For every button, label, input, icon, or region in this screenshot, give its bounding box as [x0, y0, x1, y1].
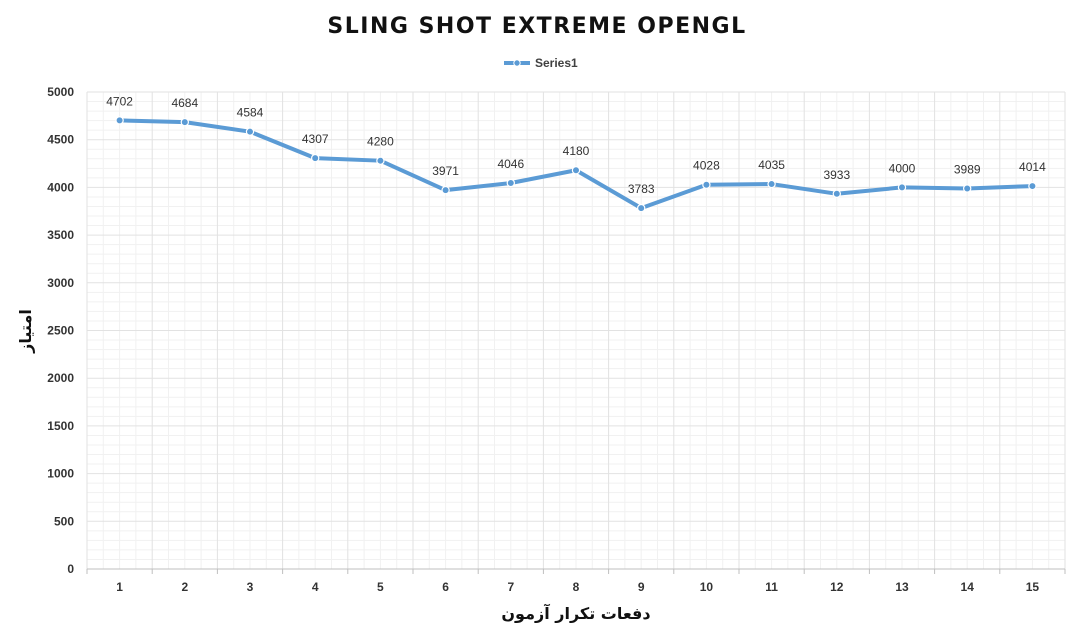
x-tick-label: 12 — [830, 580, 844, 594]
x-tick-label: 11 — [765, 580, 778, 594]
y-tick-label: 1500 — [47, 419, 74, 433]
data-point — [897, 183, 907, 192]
y-tick-label: 4000 — [47, 180, 74, 194]
y-axis-title: امتیاز — [16, 309, 35, 354]
x-tick-label: 10 — [700, 580, 714, 594]
y-tick-label: 4500 — [47, 133, 74, 147]
data-label: 4280 — [367, 135, 394, 149]
x-tick-label: 6 — [442, 580, 449, 594]
y-tick-label: 0 — [67, 562, 74, 576]
data-label: 3989 — [954, 162, 981, 176]
data-label: 4180 — [563, 144, 590, 158]
gridlines — [86, 91, 1066, 569]
data-point — [702, 180, 711, 189]
series-layer — [115, 116, 1037, 213]
data-label: 4046 — [497, 157, 524, 171]
data-label: 3783 — [628, 182, 655, 196]
data-point — [767, 179, 776, 189]
axes: 0 500 1000 1500 2000 2500 3000 3500 4000 4500 5000… — [47, 85, 1066, 594]
y-tick-label: 3000 — [47, 276, 74, 290]
y-tick-label: 2500 — [47, 324, 74, 338]
x-tick-label: 15 — [1026, 580, 1040, 594]
data-label: 4000 — [889, 161, 916, 175]
data-point — [637, 203, 646, 213]
data-point — [832, 189, 842, 198]
x-tick-label: 3 — [247, 580, 254, 594]
x-tick-label: 5 — [377, 580, 384, 594]
data-label: 4684 — [171, 96, 198, 110]
x-tick-label: 4 — [312, 580, 319, 594]
data-point — [571, 166, 581, 175]
data-labels: 4702 4684 4584 4307 4280 3971 4046 4180 3783 4028… — [106, 94, 1046, 196]
data-point — [441, 185, 450, 195]
x-tick-label: 1 — [116, 580, 123, 594]
y-tick-label: 3500 — [47, 228, 74, 242]
x-tick-label: 13 — [895, 580, 909, 594]
legend-series-label: Series1 — [535, 56, 578, 70]
data-label: 4035 — [758, 158, 785, 172]
data-label: 4028 — [693, 159, 720, 173]
data-label: 4014 — [1019, 160, 1046, 174]
data-point — [115, 116, 124, 125]
y-tick-label: 2000 — [47, 371, 74, 385]
data-point — [1028, 181, 1037, 191]
y-tick-label: 500 — [54, 514, 74, 528]
data-label: 3971 — [432, 164, 459, 178]
x-tick-label: 2 — [181, 580, 188, 594]
data-point — [963, 184, 972, 193]
data-label: 4702 — [106, 94, 133, 108]
data-point — [245, 127, 255, 136]
legend: Series1 — [504, 56, 578, 70]
x-tick-label: 14 — [961, 580, 975, 594]
x-tick-label: 8 — [573, 580, 580, 594]
x-axis-title: دفعات تکرار آزمون — [501, 603, 650, 623]
data-point — [376, 156, 385, 165]
data-point — [180, 117, 189, 127]
data-label: 3933 — [823, 168, 850, 182]
x-tick-label: 7 — [507, 580, 514, 594]
legend-series-marker — [513, 59, 521, 67]
chart-title: SLING SHOT EXTREME OPENGL — [327, 14, 746, 39]
data-point — [506, 178, 515, 188]
data-label: 4307 — [302, 132, 329, 146]
data-label: 4584 — [237, 106, 264, 120]
data-point — [311, 153, 320, 163]
y-tick-label: 5000 — [47, 85, 74, 99]
x-tick-label: 9 — [638, 580, 645, 594]
y-tick-label: 1000 — [47, 467, 74, 481]
